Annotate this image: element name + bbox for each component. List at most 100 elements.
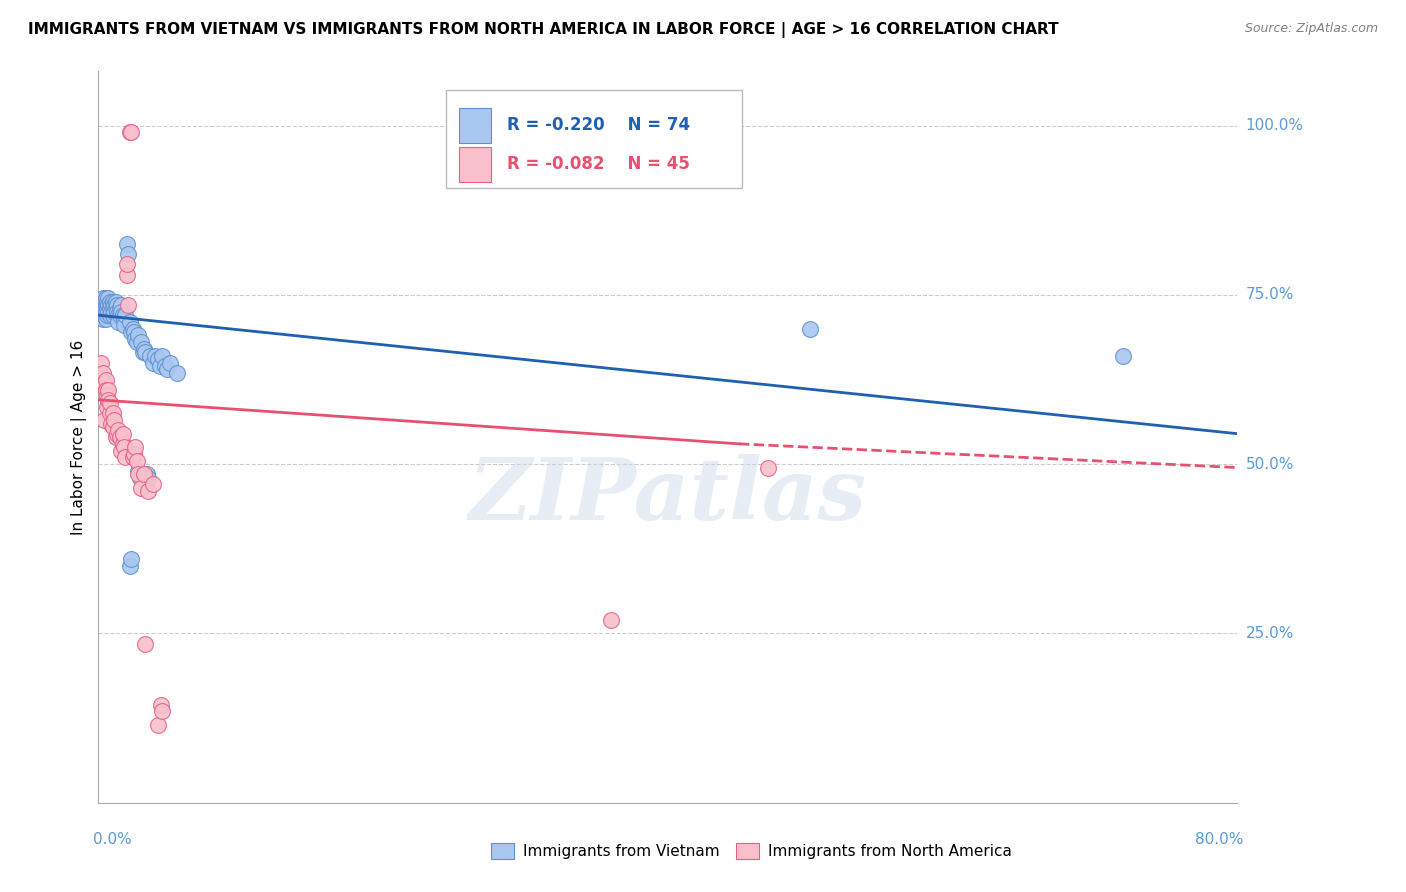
Point (98, 396, 121, 410)
Point (1112, 349, 1135, 363)
Point (96, 308, 118, 322)
Point (107, 423, 129, 437)
Point (110, 298, 132, 312)
Point (112, 318, 135, 333)
Point (112, 440, 135, 454)
Point (90, 301, 112, 316)
Point (115, 257, 138, 271)
Point (97, 383, 120, 397)
Point (129, 481, 152, 495)
Point (136, 471, 159, 485)
Point (125, 454, 148, 468)
Point (134, 637, 156, 651)
Point (149, 359, 172, 373)
Text: 80.0%: 80.0% (1195, 832, 1243, 847)
Point (118, 315, 141, 329)
Point (132, 467, 155, 482)
Point (127, 464, 149, 478)
Point (103, 305, 125, 319)
Point (121, 322, 143, 336)
Text: 25.0%: 25.0% (1246, 626, 1294, 641)
Point (104, 301, 127, 316)
Point (98, 301, 121, 316)
Point (125, 335, 148, 350)
Point (141, 355, 163, 369)
Point (101, 308, 124, 322)
Point (135, 467, 157, 482)
Point (100, 298, 122, 312)
Point (120, 125, 142, 139)
Point (103, 298, 125, 312)
Point (117, 247, 139, 261)
Point (101, 301, 124, 316)
Point (129, 335, 152, 350)
Point (101, 294, 124, 309)
Point (108, 301, 131, 316)
Point (91, 311, 114, 326)
Point (124, 332, 146, 346)
Point (93, 376, 115, 390)
Point (117, 298, 139, 312)
Point (127, 328, 149, 343)
Point (118, 558, 141, 573)
Point (94, 298, 117, 312)
Text: IMMIGRANTS FROM VIETNAM VS IMMIGRANTS FROM NORTH AMERICA IN LABOR FORCE | AGE > : IMMIGRANTS FROM VIETNAM VS IMMIGRANTS FR… (28, 22, 1059, 38)
Point (104, 294, 127, 309)
Point (134, 345, 156, 359)
Point (101, 406, 124, 420)
Point (94, 291, 117, 305)
Point (98, 406, 121, 420)
Point (97, 291, 120, 305)
Point (96, 400, 118, 414)
Point (91, 291, 114, 305)
Point (124, 440, 146, 454)
Point (114, 450, 136, 465)
Point (150, 698, 173, 712)
Point (122, 325, 145, 339)
Point (152, 705, 174, 719)
Point (98, 294, 121, 309)
Point (114, 308, 136, 322)
Point (127, 467, 149, 482)
Point (98, 308, 121, 322)
Text: Immigrants from North America: Immigrants from North America (768, 844, 1012, 859)
Point (112, 311, 135, 326)
Point (104, 430, 127, 444)
Point (97, 298, 120, 312)
Point (110, 305, 132, 319)
Point (156, 362, 179, 376)
Point (600, 613, 623, 627)
Point (155, 359, 177, 373)
Point (108, 430, 131, 444)
Point (122, 447, 145, 461)
Point (107, 308, 129, 322)
Text: 75.0%: 75.0% (1246, 287, 1294, 302)
Point (115, 237, 138, 252)
Point (799, 322, 821, 336)
Point (96, 294, 118, 309)
Point (96, 301, 118, 316)
Point (100, 305, 122, 319)
Point (118, 125, 141, 139)
Point (120, 325, 142, 339)
Point (93, 413, 115, 427)
Point (110, 443, 132, 458)
Point (100, 417, 122, 431)
Point (97, 392, 120, 407)
Point (120, 552, 142, 566)
Point (105, 426, 128, 441)
Y-axis label: In Labor Force | Age > 16: In Labor Force | Age > 16 (72, 340, 87, 534)
Point (132, 342, 155, 356)
Point (93, 308, 115, 322)
FancyBboxPatch shape (737, 843, 759, 859)
Point (148, 352, 170, 367)
Point (111, 308, 134, 322)
Point (111, 437, 134, 451)
Point (96, 389, 118, 403)
Text: 100.0%: 100.0% (1246, 118, 1303, 133)
Point (128, 471, 150, 485)
Point (131, 345, 153, 359)
Text: R = -0.220    N = 74: R = -0.220 N = 74 (508, 117, 690, 135)
Point (107, 315, 129, 329)
FancyBboxPatch shape (446, 90, 742, 188)
